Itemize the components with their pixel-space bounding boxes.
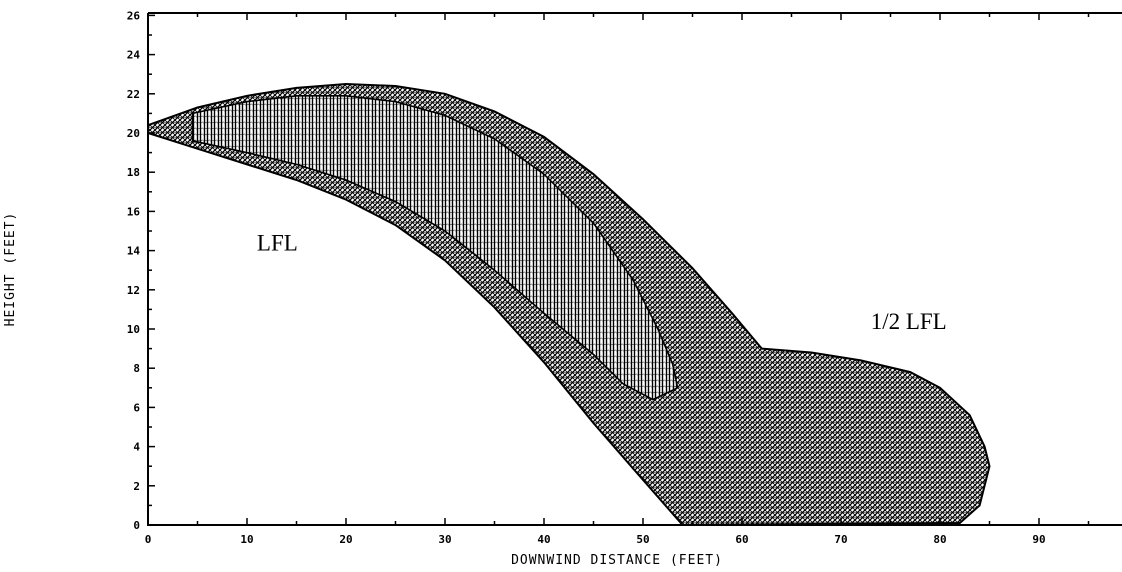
y-tick-label: 6 (133, 401, 140, 414)
y-tick-label: 16 (127, 205, 141, 218)
y-tick-label: 0 (133, 519, 140, 532)
y-tick-label: 22 (127, 88, 140, 101)
x-tick-label: 70 (834, 533, 847, 546)
y-tick-label: 26 (127, 9, 141, 22)
y-axis-title: HEIGHT (FEET) (3, 212, 18, 327)
y-tick-label: 14 (127, 245, 141, 258)
y-tick-label: 8 (133, 362, 140, 375)
y-tick-label: 4 (133, 441, 140, 454)
y-tick-label: 12 (127, 284, 140, 297)
x-tick-label: 50 (636, 533, 649, 546)
x-tick-label: 20 (339, 533, 352, 546)
y-tick-label: 24 (127, 49, 141, 62)
y-tick-label: 10 (127, 323, 140, 336)
x-tick-label: 40 (537, 533, 550, 546)
y-tick-label: 18 (127, 166, 140, 179)
x-tick-label: 80 (933, 533, 946, 546)
x-axis-title: DOWNWIND DISTANCE (FEET) (511, 553, 723, 568)
series-region-lfl (191, 95, 679, 401)
x-tick-label: 10 (240, 533, 253, 546)
tick-label-layer: 0 10 20 30 40 50 60 70 80 90024681012141618202224… (127, 9, 1046, 546)
tick-layer (147, 13, 1090, 526)
x-tick-label: 30 (438, 533, 451, 546)
x-tick-label: 0 (145, 533, 152, 546)
annotation-half-lfl: 1/2 LFL (871, 309, 947, 334)
x-tick-label: 90 (1032, 533, 1045, 546)
series-layer (147, 82, 991, 527)
annotation-lfl: LFL (257, 231, 298, 256)
y-tick-label: 2 (133, 480, 140, 493)
x-tick-label: 60 (735, 533, 748, 546)
y-tick-label: 20 (127, 127, 140, 140)
